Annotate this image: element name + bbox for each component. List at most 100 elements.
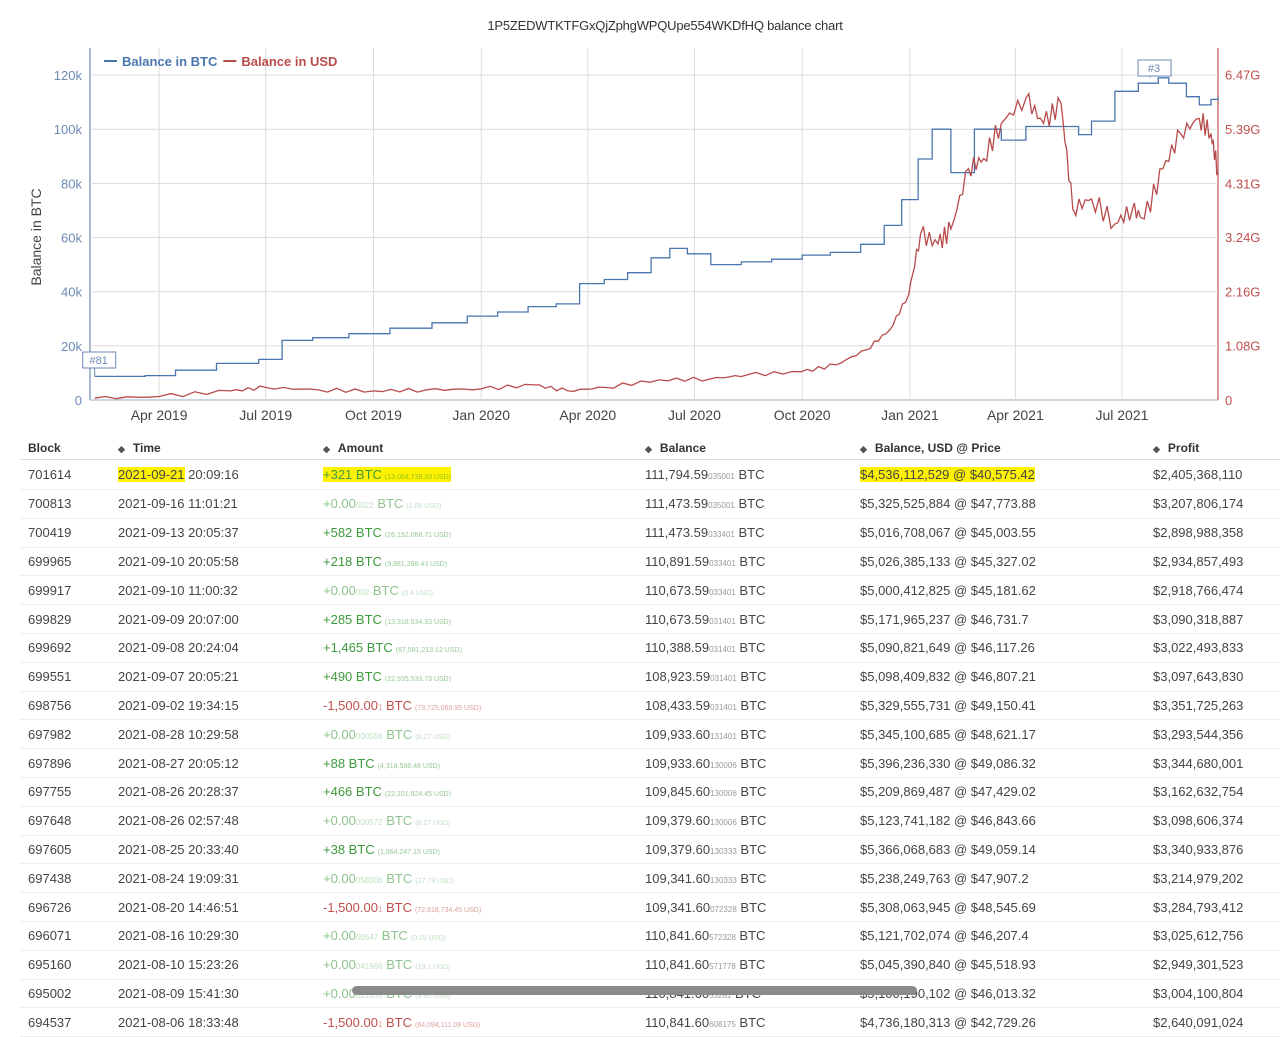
column-header-block[interactable]: Block bbox=[20, 437, 110, 460]
block-link[interactable]: 700419 bbox=[20, 518, 110, 548]
balance-usd-cell: $5,238,249,763 @ $47,907.2 bbox=[852, 863, 1145, 894]
balance-unit: BTC bbox=[736, 669, 767, 685]
balance-usd-cell: $5,209,869,487 @ $47,429.02 bbox=[852, 777, 1145, 807]
amount-cell: +0.00002 BTC (0.4 USD) bbox=[315, 575, 637, 606]
balance-main: 110,673.59 bbox=[645, 582, 710, 598]
block-link[interactable]: 700813 bbox=[20, 489, 110, 519]
amount-main: +88 BTC bbox=[323, 755, 375, 771]
chart-annotations: #81 #3 bbox=[82, 59, 1172, 377]
column-header-balance-usd[interactable]: ◆ Balance, USD @ Price bbox=[852, 437, 1145, 460]
balance-main: 111,794.59 bbox=[645, 467, 709, 482]
balance-sub-digits: 031401 bbox=[709, 616, 736, 626]
balance-cell: 110,841.60571778 BTC bbox=[637, 950, 852, 980]
amount-usd: (73,725,060.95 USD) bbox=[415, 704, 482, 712]
block-link[interactable]: 697438 bbox=[20, 863, 110, 894]
balance-main: 110,841.60 bbox=[645, 928, 710, 944]
balance-unit: BTC bbox=[735, 582, 766, 598]
balance-cell: 110,673.59033401 BTC bbox=[637, 575, 852, 606]
column-header-time[interactable]: ◆ Time bbox=[110, 437, 315, 460]
x-tick-label: Jan 2020 bbox=[452, 407, 510, 423]
column-header-amount[interactable]: ◆ Amount bbox=[315, 437, 637, 460]
y2-tick-label: 1.08G bbox=[1225, 339, 1260, 354]
block-link[interactable]: 699829 bbox=[20, 604, 110, 634]
balance-usd-value: $5,345,100,685 @ $48,621.17 bbox=[860, 726, 1036, 742]
column-header-label: Time bbox=[132, 441, 161, 455]
balance-sub-digits: 53281 bbox=[709, 990, 732, 1000]
amount-main: -1,500.00 bbox=[323, 697, 378, 713]
profit-cell: $3,351,725,263 bbox=[1145, 691, 1280, 721]
block-link[interactable]: 699965 bbox=[20, 547, 110, 577]
balance-unit: BTC bbox=[735, 928, 766, 944]
balance-sub-digits: 033401 bbox=[709, 558, 736, 568]
chart-legend[interactable]: Balance in BTC Balance in USD bbox=[104, 54, 337, 69]
amount-main: +285 BTC bbox=[323, 611, 382, 627]
amount-main: +0.00 bbox=[323, 496, 356, 512]
block-link[interactable]: 696726 bbox=[20, 892, 110, 922]
amount-sub-digits: 0022 bbox=[355, 501, 374, 511]
amount-main: +0.00 bbox=[323, 928, 356, 944]
block-link[interactable]: 697755 bbox=[20, 777, 110, 807]
block-link[interactable]: 699551 bbox=[20, 662, 110, 692]
amount-usd: (4,318,598.48 USD) bbox=[377, 762, 440, 770]
amount-main: +490 BTC bbox=[323, 669, 382, 685]
balance-usd-cell: $5,366,068,683 @ $49,059.14 bbox=[852, 835, 1145, 865]
balance-unit: BTC bbox=[736, 726, 767, 742]
amount-value: -1,500.001 BTC (73,725,060.95 USD) bbox=[323, 698, 481, 713]
sort-icon[interactable]: ◆ bbox=[323, 444, 330, 454]
profit-cell: $3,344,680,001 bbox=[1145, 748, 1280, 778]
balance-usd-cell: $5,098,409,832 @ $46,807.21 bbox=[852, 662, 1145, 692]
sort-icon[interactable]: ◆ bbox=[645, 444, 652, 454]
column-header-label: Amount bbox=[337, 441, 384, 455]
sort-icon[interactable]: ◆ bbox=[1153, 444, 1160, 454]
profit-cell: $3,293,544,356 bbox=[1145, 719, 1280, 750]
column-header-profit[interactable]: ◆ Profit bbox=[1145, 437, 1280, 460]
x-tick-label: Jul 2021 bbox=[1095, 407, 1148, 423]
balance-chart: 0 20k 40k 60k 80k 100k 120k 0 1.08G 2.16G 3.24G 4.… bbox=[28, 48, 1260, 423]
balance-usd-value: $5,123,741,182 @ $46,843.66 bbox=[860, 813, 1036, 829]
balance-usd-value: $5,016,708,067 @ $45,003.55 bbox=[860, 525, 1036, 541]
block-link[interactable]: 698756 bbox=[20, 691, 110, 721]
block-link[interactable]: 697982 bbox=[20, 719, 110, 750]
block-link[interactable]: 697896 bbox=[20, 748, 110, 778]
horizontal-scrollbar[interactable] bbox=[352, 986, 917, 995]
block-link[interactable]: 699692 bbox=[20, 633, 110, 663]
block-link[interactable]: 701614 bbox=[20, 459, 110, 490]
amount-value: +321 BTC (13,004,739.33 USD) bbox=[323, 467, 452, 482]
amount-cell: +0.00000572 BTC (0.27 USD) bbox=[315, 806, 637, 836]
block-link[interactable]: 695160 bbox=[20, 950, 110, 980]
block-link[interactable]: 695002 bbox=[20, 979, 110, 1009]
amount-cell: +490 BTC (22,935,533.73 USD) bbox=[315, 662, 637, 692]
balance-usd-cell: $5,308,063,945 @ $48,545.69 bbox=[852, 892, 1145, 922]
block-link[interactable]: 697605 bbox=[20, 835, 110, 865]
balance-usd-cell: $5,026,385,133 @ $45,327.02 bbox=[852, 547, 1145, 577]
block-link[interactable]: 694537 bbox=[20, 1007, 110, 1037]
profit-cell: $3,214,979,202 bbox=[1145, 863, 1280, 894]
balance-cell: 110,841.60608175 BTC bbox=[637, 1007, 852, 1037]
balance-sub-digits: 130006 bbox=[710, 760, 737, 770]
balance-sub-digits: 608175 bbox=[709, 1019, 736, 1029]
column-header-balance[interactable]: ◆ Balance bbox=[637, 437, 852, 460]
block-link[interactable]: 699917 bbox=[20, 575, 110, 606]
balance-unit: BTC bbox=[735, 553, 766, 569]
time-cell: 2021-08-20 14:46:51 bbox=[110, 892, 315, 922]
amount-value: -1,500.001 BTC (72,818,734.45 USD) bbox=[323, 900, 481, 915]
time-cell: 2021-09-09 20:07:00 bbox=[110, 604, 315, 634]
amount-usd: (27.79 USD) bbox=[415, 877, 455, 885]
profit-cell: $3,284,793,412 bbox=[1145, 892, 1280, 922]
gridlines bbox=[89, 48, 1219, 401]
block-link[interactable]: 697648 bbox=[20, 806, 110, 836]
amount-sub-digits: 1 bbox=[377, 702, 383, 712]
balance-usd-value: $5,098,409,832 @ $46,807.21 bbox=[860, 669, 1036, 685]
amount-cell: +466 BTC (22,101,924.45 USD) bbox=[315, 777, 637, 807]
time-cell: 2021-08-24 19:09:31 bbox=[110, 863, 315, 894]
balance-main: 108,433.59 bbox=[645, 697, 711, 713]
block-link[interactable]: 696071 bbox=[20, 921, 110, 951]
balance-sub-digits: 130006 bbox=[710, 789, 737, 799]
y2-tick-label: 0 bbox=[1225, 393, 1232, 408]
balance-cell: 108,923.59031401 BTC bbox=[637, 662, 852, 692]
amount-value: +0.00000572 BTC (0.27 USD) bbox=[323, 813, 450, 828]
amount-unit: BTC bbox=[382, 957, 413, 973]
profit-cell: $3,162,632,754 bbox=[1145, 777, 1280, 807]
sort-icon[interactable]: ◆ bbox=[860, 444, 867, 454]
sort-icon[interactable]: ◆ bbox=[118, 444, 125, 454]
